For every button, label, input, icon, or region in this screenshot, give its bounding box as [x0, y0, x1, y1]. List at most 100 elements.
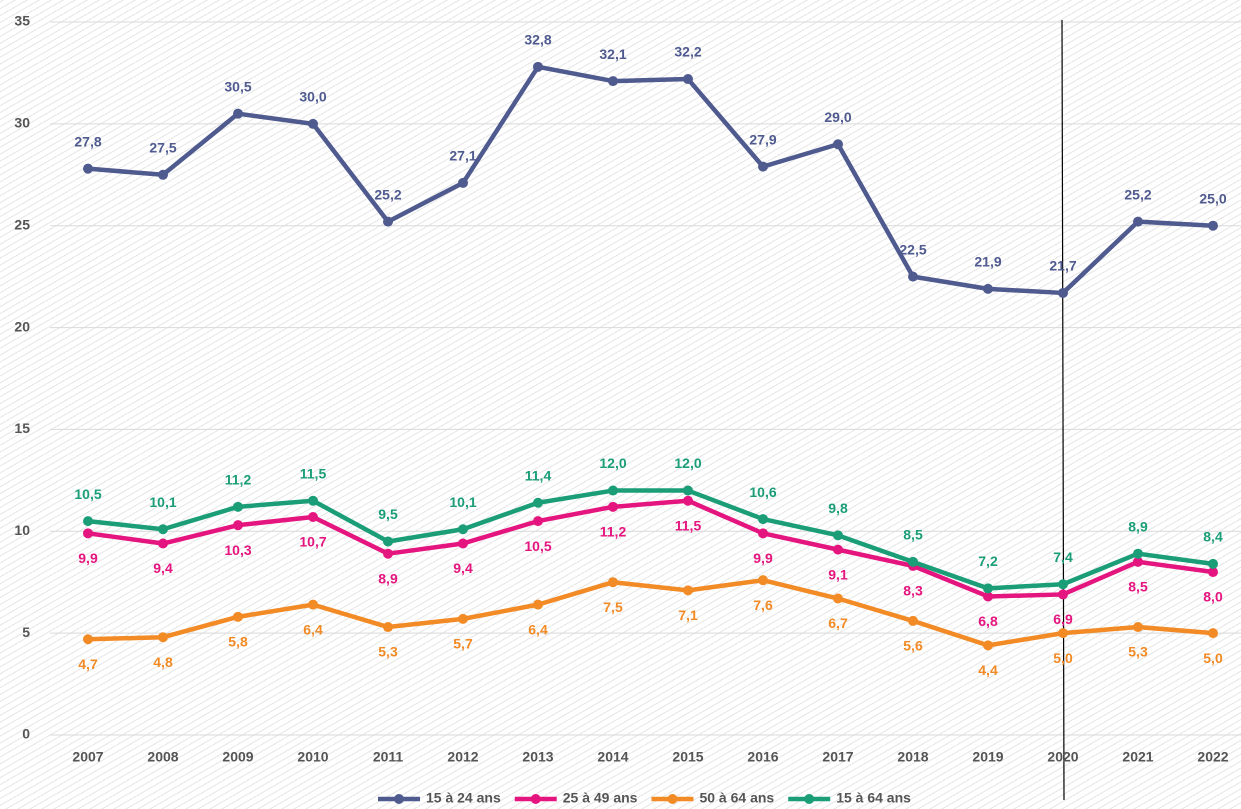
point [983, 583, 993, 594]
point [383, 536, 393, 547]
y-tick-label: 20 [14, 318, 30, 334]
data-label: 29,0 [824, 109, 851, 125]
point [833, 593, 843, 604]
data-label: 25,2 [374, 186, 401, 202]
data-label: 9,9 [753, 550, 773, 566]
legend-label: 15 à 24 ans [426, 790, 501, 806]
point [833, 544, 843, 555]
data-label: 32,1 [599, 46, 626, 62]
point [908, 615, 918, 626]
data-label: 8,5 [1128, 579, 1148, 595]
point [83, 516, 93, 527]
data-label: 7,2 [978, 553, 998, 569]
data-label: 12,0 [674, 455, 701, 471]
data-label: 32,2 [674, 44, 701, 60]
point [533, 61, 543, 72]
point [83, 634, 93, 645]
data-label: 8,4 [1203, 529, 1223, 545]
x-tick-label: 2017 [822, 749, 853, 765]
point [1058, 589, 1068, 600]
data-label: 27,9 [749, 131, 776, 147]
data-label: 27,1 [449, 148, 476, 164]
data-label: 21,9 [974, 254, 1001, 270]
series-line [87, 488, 1214, 591]
data-label: 5,3 [378, 644, 398, 660]
data-label: 5,8 [228, 634, 248, 650]
data-label: 9,1 [828, 566, 848, 582]
y-tick-label: 5 [22, 624, 30, 640]
point [308, 495, 318, 506]
data-label: 5,0 [1203, 650, 1223, 666]
data-label: 10,5 [74, 486, 101, 502]
point [458, 538, 468, 549]
data-label: 8,3 [903, 583, 923, 599]
point [1133, 216, 1143, 227]
point [1058, 287, 1068, 298]
data-label: 25,2 [1124, 186, 1151, 202]
point [608, 485, 618, 496]
data-label: 9,5 [378, 506, 398, 522]
y-tick-label: 0 [22, 726, 30, 742]
point [158, 169, 168, 180]
point [458, 177, 468, 188]
x-tick-label: 2010 [297, 749, 328, 765]
point [1208, 558, 1218, 569]
point [683, 74, 693, 85]
data-label: 9,4 [153, 560, 173, 576]
x-tick-label: 2018 [897, 749, 928, 765]
y-tick-label: 35 [14, 13, 30, 29]
data-label: 11,2 [600, 524, 627, 540]
data-label: 22,5 [899, 241, 926, 257]
point [308, 118, 318, 129]
series-line [87, 577, 1214, 648]
legend-marker [804, 794, 815, 804]
series-line [87, 498, 1214, 599]
point [383, 622, 393, 633]
point [683, 495, 693, 506]
data-label: 10,5 [524, 538, 551, 554]
legend-marker [667, 794, 678, 804]
x-tick-label: 2021 [1122, 749, 1153, 765]
point [683, 585, 693, 596]
data-label: 4,4 [978, 662, 998, 678]
point [758, 528, 768, 539]
x-tick-label: 2022 [1197, 749, 1228, 765]
point [158, 632, 168, 643]
x-tick-label: 2009 [222, 749, 253, 765]
data-label: 30,5 [224, 78, 251, 94]
data-label: 21,7 [1049, 258, 1076, 274]
legend-label: 25 à 49 ans [563, 790, 638, 806]
y-tick-label: 15 [14, 420, 30, 436]
data-label: 9,4 [453, 560, 473, 576]
data-label: 7,6 [753, 597, 773, 613]
x-tick-label: 2013 [522, 749, 553, 765]
marker-line [1061, 19, 1065, 801]
data-label: 11,4 [525, 467, 552, 483]
point [308, 512, 318, 523]
data-label: 5,6 [903, 638, 923, 654]
point [608, 501, 618, 512]
point [1133, 622, 1143, 633]
data-label: 5,0 [1053, 650, 1073, 666]
point [758, 575, 768, 586]
x-tick-label: 2015 [672, 749, 703, 765]
point [158, 538, 168, 549]
point [983, 640, 993, 651]
data-label: 5,7 [453, 636, 473, 652]
data-label: 6,7 [828, 615, 848, 631]
x-tick-label: 2007 [72, 749, 103, 765]
point [1058, 628, 1068, 639]
y-tick-label: 30 [14, 115, 30, 131]
point [1058, 579, 1068, 590]
point [1208, 220, 1218, 231]
point [458, 524, 468, 535]
data-label: 25,0 [1199, 190, 1226, 206]
data-label: 8,9 [1128, 518, 1148, 534]
data-label: 11,5 [300, 465, 327, 481]
data-label: 32,8 [524, 32, 551, 48]
data-label: 6,8 [978, 613, 998, 629]
data-label: 12,0 [599, 455, 626, 471]
data-label: 10,6 [749, 484, 776, 500]
point [608, 76, 618, 87]
legend-marker [530, 794, 541, 804]
